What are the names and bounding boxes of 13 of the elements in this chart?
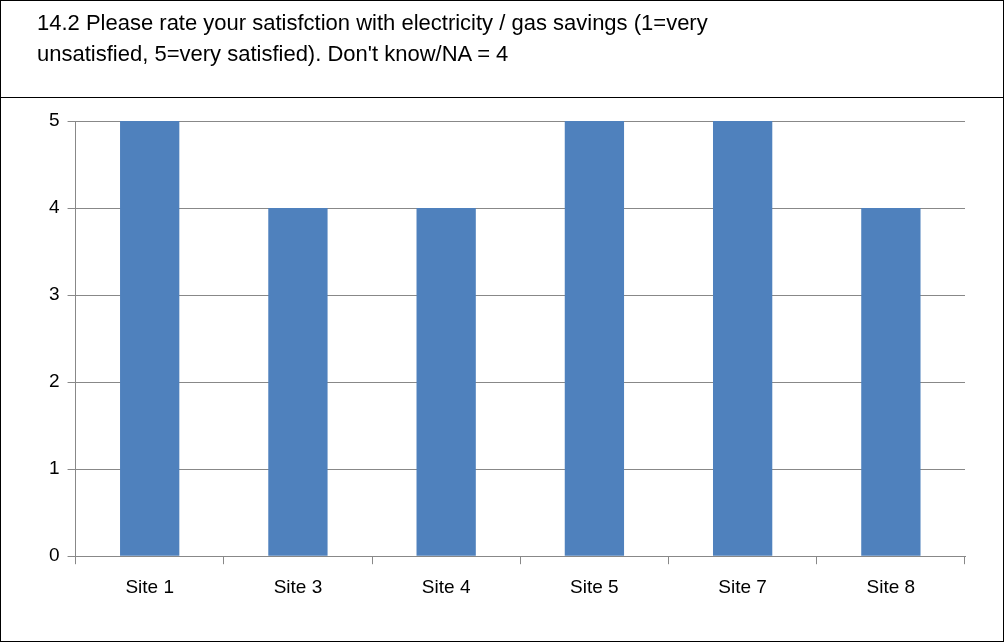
y-tick-label: 5 — [48, 109, 60, 131]
y-tick-label: 2 — [48, 370, 60, 392]
x-tick-label: Site 4 — [421, 575, 471, 597]
x-tick-label: Site 1 — [125, 575, 174, 597]
chart-title: 14.2 Please rate your satisfction with electricity / gas savings (1=very unsatisfied, 5=very satisfied). Don't know/NA = 4 — [37, 9, 709, 68]
x-tick-label: Site 5 — [570, 575, 619, 597]
x-tick-label: Site 8 — [866, 575, 916, 597]
x-tick-label: Site 7 — [718, 575, 767, 597]
y-tick-label: 1 — [48, 457, 60, 479]
x-tick-label: Site 3 — [273, 575, 323, 597]
y-tick-label: 0 — [48, 544, 60, 566]
y-tick-label: 4 — [48, 196, 60, 218]
y-tick-label: 3 — [48, 283, 60, 305]
